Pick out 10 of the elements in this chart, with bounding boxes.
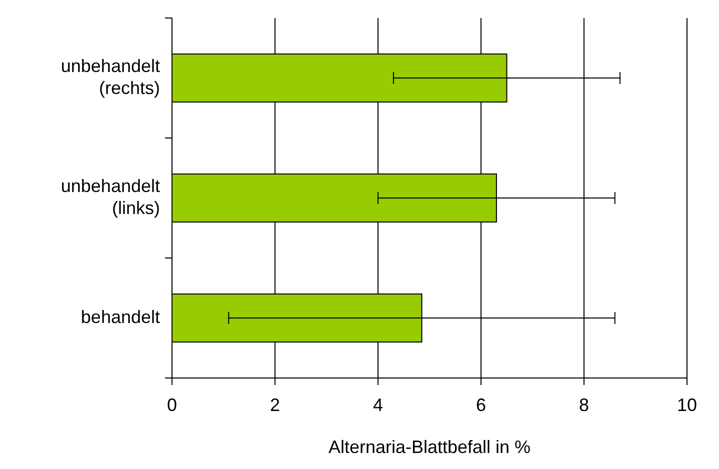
y-tick-label: unbehandelt (links) bbox=[60, 176, 160, 218]
x-tick-label: 8 bbox=[578, 395, 590, 415]
x-tick-label: 2 bbox=[270, 395, 280, 415]
x-axis-title: Alternaria-Blattbefall in % bbox=[328, 437, 531, 457]
y-tick-label: unbehandelt (rechts) bbox=[60, 56, 160, 98]
y-tick-label: behandelt bbox=[80, 306, 160, 327]
x-tick-label: 6 bbox=[476, 395, 486, 415]
x-tick-label: 4 bbox=[372, 395, 384, 415]
x-tick-label: 10 bbox=[676, 395, 698, 415]
x-tick-label: 0 bbox=[166, 395, 178, 415]
